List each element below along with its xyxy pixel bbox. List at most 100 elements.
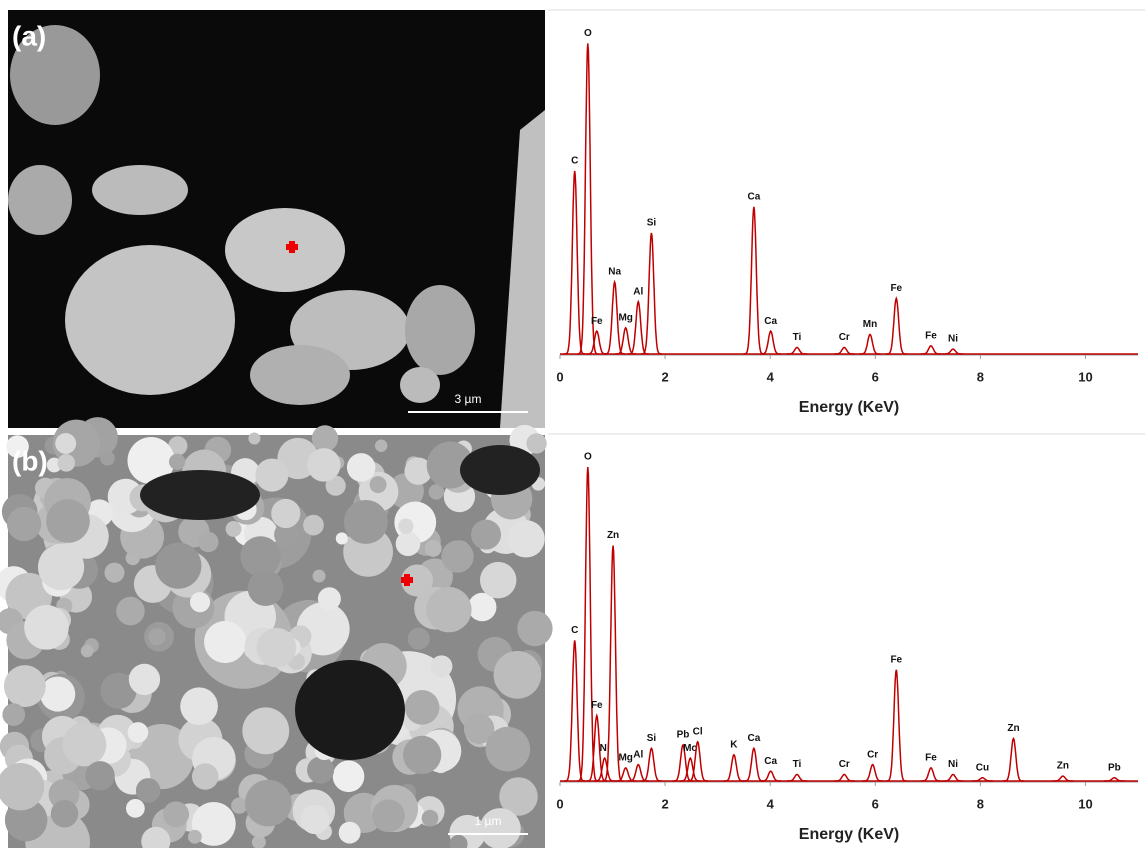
particle <box>198 531 219 553</box>
panel-label: (b) <box>12 445 48 476</box>
particle <box>374 439 388 452</box>
particle <box>507 520 545 558</box>
particle <box>127 722 149 743</box>
x-tick-label: 8 <box>977 369 984 384</box>
particle <box>155 542 202 589</box>
x-tick-label: 0 <box>556 796 563 811</box>
x-tick-label: 4 <box>767 796 775 811</box>
particle <box>248 432 261 445</box>
particle <box>307 448 341 482</box>
particle <box>180 687 218 726</box>
particle <box>125 798 145 818</box>
pore <box>295 660 405 760</box>
scale-bar-label: 3 µm <box>455 392 482 406</box>
peak <box>786 346 808 355</box>
particle <box>104 562 125 583</box>
peak <box>885 296 907 355</box>
peak <box>564 170 586 355</box>
particle <box>312 569 326 583</box>
x-tick-label: 2 <box>661 369 668 384</box>
peak-label: Si <box>647 218 657 229</box>
peak-label: Mg <box>618 312 632 323</box>
particle <box>338 821 361 844</box>
particle <box>3 665 46 708</box>
peak-label: Fe <box>925 753 937 764</box>
particle <box>127 437 175 485</box>
particle <box>430 655 453 678</box>
particle <box>307 756 335 784</box>
peak <box>604 279 626 355</box>
particle <box>471 519 502 550</box>
peak <box>1003 736 1024 782</box>
peak-label: Al <box>633 286 643 297</box>
particle <box>274 521 300 548</box>
sem-image-a <box>8 10 545 428</box>
peak-label: Mo <box>683 743 697 754</box>
peak-label: Ca <box>764 756 777 767</box>
particle <box>311 425 339 452</box>
peak-label: Cu <box>976 762 989 773</box>
particle <box>303 514 324 536</box>
particle <box>204 620 247 664</box>
peak-label: Fe <box>591 700 603 711</box>
peak-label: Mn <box>863 319 877 330</box>
particle <box>85 761 115 791</box>
peak-label: O <box>584 28 592 39</box>
particle <box>346 453 376 482</box>
peak-label: Ca <box>747 733 760 744</box>
peak <box>640 232 662 355</box>
particle <box>135 778 161 803</box>
particle <box>372 799 405 833</box>
particle <box>169 453 186 470</box>
sem-image-b <box>0 417 553 853</box>
peak <box>743 206 765 355</box>
peak <box>687 740 709 782</box>
particle <box>526 433 547 454</box>
particle <box>2 703 26 726</box>
x-tick-label: 6 <box>872 369 879 384</box>
particle <box>449 540 471 563</box>
particle <box>499 777 538 816</box>
peak-label: Zn <box>1007 723 1019 734</box>
particle <box>50 800 79 828</box>
x-axis-label: Energy (KeV) <box>799 399 899 416</box>
peak-label: Pb <box>1108 762 1121 773</box>
peak <box>586 329 608 355</box>
peak-label: Ca <box>764 316 777 327</box>
peak-label: C <box>571 156 578 167</box>
x-tick-label: 0 <box>556 369 563 384</box>
target-cross <box>286 241 298 253</box>
particle <box>40 676 76 712</box>
particle <box>493 650 542 699</box>
peak-label: Fe <box>890 654 902 665</box>
peak-label: K <box>730 739 738 750</box>
peak <box>564 640 586 782</box>
particle <box>141 826 171 853</box>
peak <box>859 333 881 355</box>
peak-label: Pb <box>677 730 690 741</box>
particle <box>428 484 445 500</box>
peak-label: Zn <box>607 530 619 541</box>
particle <box>242 707 290 755</box>
peak-label: Cr <box>867 749 878 760</box>
particle <box>403 735 442 775</box>
particle <box>398 518 414 534</box>
particle <box>485 726 531 772</box>
panel-label: (a) <box>12 20 46 51</box>
pore <box>460 445 540 495</box>
peak <box>833 773 855 782</box>
pore <box>140 470 260 520</box>
particles <box>8 25 545 428</box>
particle <box>24 605 69 650</box>
x-tick-label: 6 <box>872 796 879 811</box>
scale-bar-label: 1 µm <box>475 814 502 828</box>
particle <box>479 561 517 599</box>
peak <box>760 329 782 355</box>
particle <box>251 835 266 850</box>
peak <box>920 345 942 355</box>
particle <box>189 592 211 613</box>
particle <box>187 829 202 844</box>
peak <box>972 776 993 782</box>
particle <box>517 610 553 647</box>
particle <box>255 458 289 492</box>
